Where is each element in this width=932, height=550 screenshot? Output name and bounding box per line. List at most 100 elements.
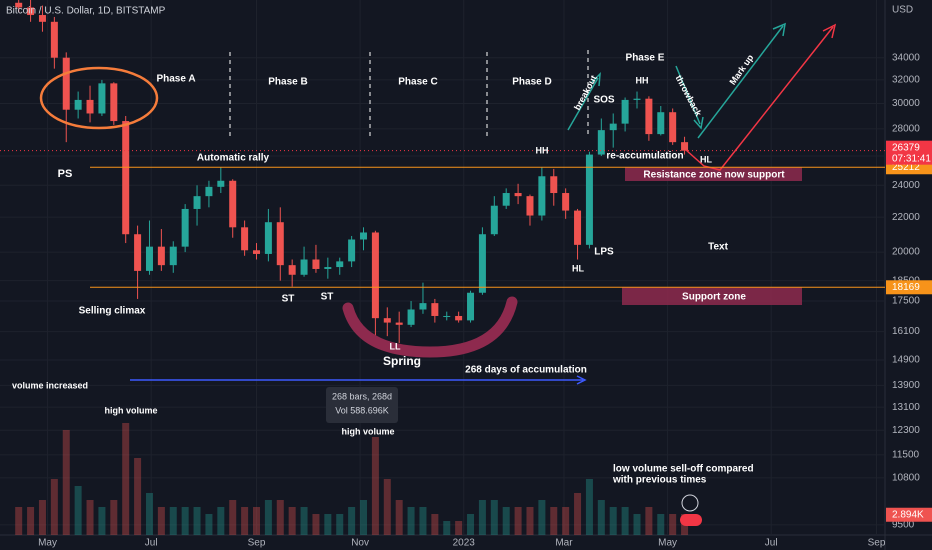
x-tick-label: May [658, 538, 677, 549]
y-tick-label: 30000 [892, 98, 920, 109]
candle-body [217, 180, 225, 187]
y-tick-label: 9500 [892, 519, 915, 530]
candle-body [681, 142, 689, 151]
candle-body [478, 234, 486, 293]
tooltip-text: 268 bars, 268d [332, 391, 392, 401]
annotation: HL [572, 263, 584, 273]
annotation: Selling climax [79, 306, 146, 317]
volume-bar [478, 500, 486, 535]
annotation: Spring [383, 354, 421, 368]
annotation: Resistance zone now support [643, 170, 785, 181]
volume-bar [633, 514, 641, 535]
volume-bar [110, 500, 118, 535]
volume-bar [205, 514, 213, 535]
annotation: Phase E [626, 53, 665, 64]
candle-body [538, 176, 546, 216]
candle-body [514, 193, 522, 197]
candle-body [324, 267, 332, 269]
markup-arrow [697, 25, 784, 139]
y-tick-label: 13100 [892, 402, 920, 413]
candle-body [193, 196, 201, 209]
volume-bar [669, 514, 677, 535]
candle-body [419, 303, 427, 310]
annotation: HH [536, 145, 549, 155]
volume-bar [550, 507, 558, 535]
candle-body [383, 318, 391, 323]
y-tick-label: 20000 [892, 247, 920, 258]
volume-bar [145, 493, 153, 535]
candle-body [50, 21, 58, 58]
volume-bar [514, 507, 522, 535]
candle-body [348, 239, 356, 262]
annotation: ST [282, 294, 295, 305]
annotation: ST [321, 292, 334, 303]
volume-bar [241, 507, 249, 535]
candle-body [467, 292, 475, 321]
candle-body [407, 309, 415, 325]
arrow-head [822, 23, 837, 39]
candle-body [526, 196, 534, 216]
candle-layer [15, 0, 689, 344]
volume-bar [597, 500, 605, 535]
candle-body [229, 180, 237, 228]
price-label-bg [886, 280, 932, 295]
volume-bar [324, 514, 332, 535]
volume-bar [383, 479, 391, 535]
volume-bar [74, 486, 82, 535]
annotation: PS [58, 168, 73, 180]
candle-body [657, 112, 665, 135]
volume-bar [407, 507, 415, 535]
volume-bar [134, 458, 142, 535]
annotation: 268 days of accumulation [465, 365, 587, 376]
y-tick-label: 10800 [892, 472, 920, 483]
projection-arrow [685, 26, 834, 171]
spring-curve [342, 296, 518, 358]
volume-bar [169, 507, 177, 535]
annotation: Phase C [398, 77, 437, 88]
candle-body [38, 15, 46, 22]
volume-bar [455, 521, 463, 535]
candle-body [181, 208, 189, 247]
annotation: Phase A [156, 74, 195, 85]
candle-body [669, 112, 677, 143]
arrow-head [576, 375, 587, 385]
volume-label-bg [886, 507, 932, 522]
volume-bar [15, 507, 23, 535]
volume-bar [229, 500, 237, 535]
volume-bar [312, 514, 320, 535]
annotation: Phase D [512, 77, 551, 88]
y-tick-label: 28000 [892, 123, 920, 134]
candle-body [122, 121, 130, 235]
annotation: Text [708, 242, 728, 253]
candle-body [276, 222, 284, 266]
volume-bar [609, 507, 617, 535]
candle-body [110, 83, 118, 122]
candle-body [27, 7, 35, 16]
candle-body [395, 322, 403, 325]
volume-bar [621, 507, 629, 535]
candle-body [633, 98, 641, 100]
volume-label: 2.894K [892, 509, 924, 520]
volume-bar [645, 507, 653, 535]
annotation: re-accumulation [606, 151, 683, 162]
annotation: high volume [341, 426, 394, 436]
volume-bar [38, 500, 46, 535]
volume-bar [336, 514, 344, 535]
support-zone [622, 287, 802, 305]
candle-body [360, 232, 368, 240]
volume-bar [98, 507, 106, 535]
volume-bar [50, 479, 58, 535]
annotation: Phase B [268, 77, 307, 88]
volume-bar [27, 507, 35, 535]
volume-bar [371, 437, 379, 535]
arrow-head [693, 116, 704, 130]
price-label: 18169 [892, 282, 920, 293]
candle-body [371, 232, 379, 319]
volume-bar [502, 507, 510, 535]
candle-body [264, 222, 272, 254]
resistance-zone [625, 167, 802, 181]
volume-bar [62, 430, 70, 535]
y-tick-label: 11500 [892, 449, 920, 460]
volume-bar [86, 500, 94, 535]
